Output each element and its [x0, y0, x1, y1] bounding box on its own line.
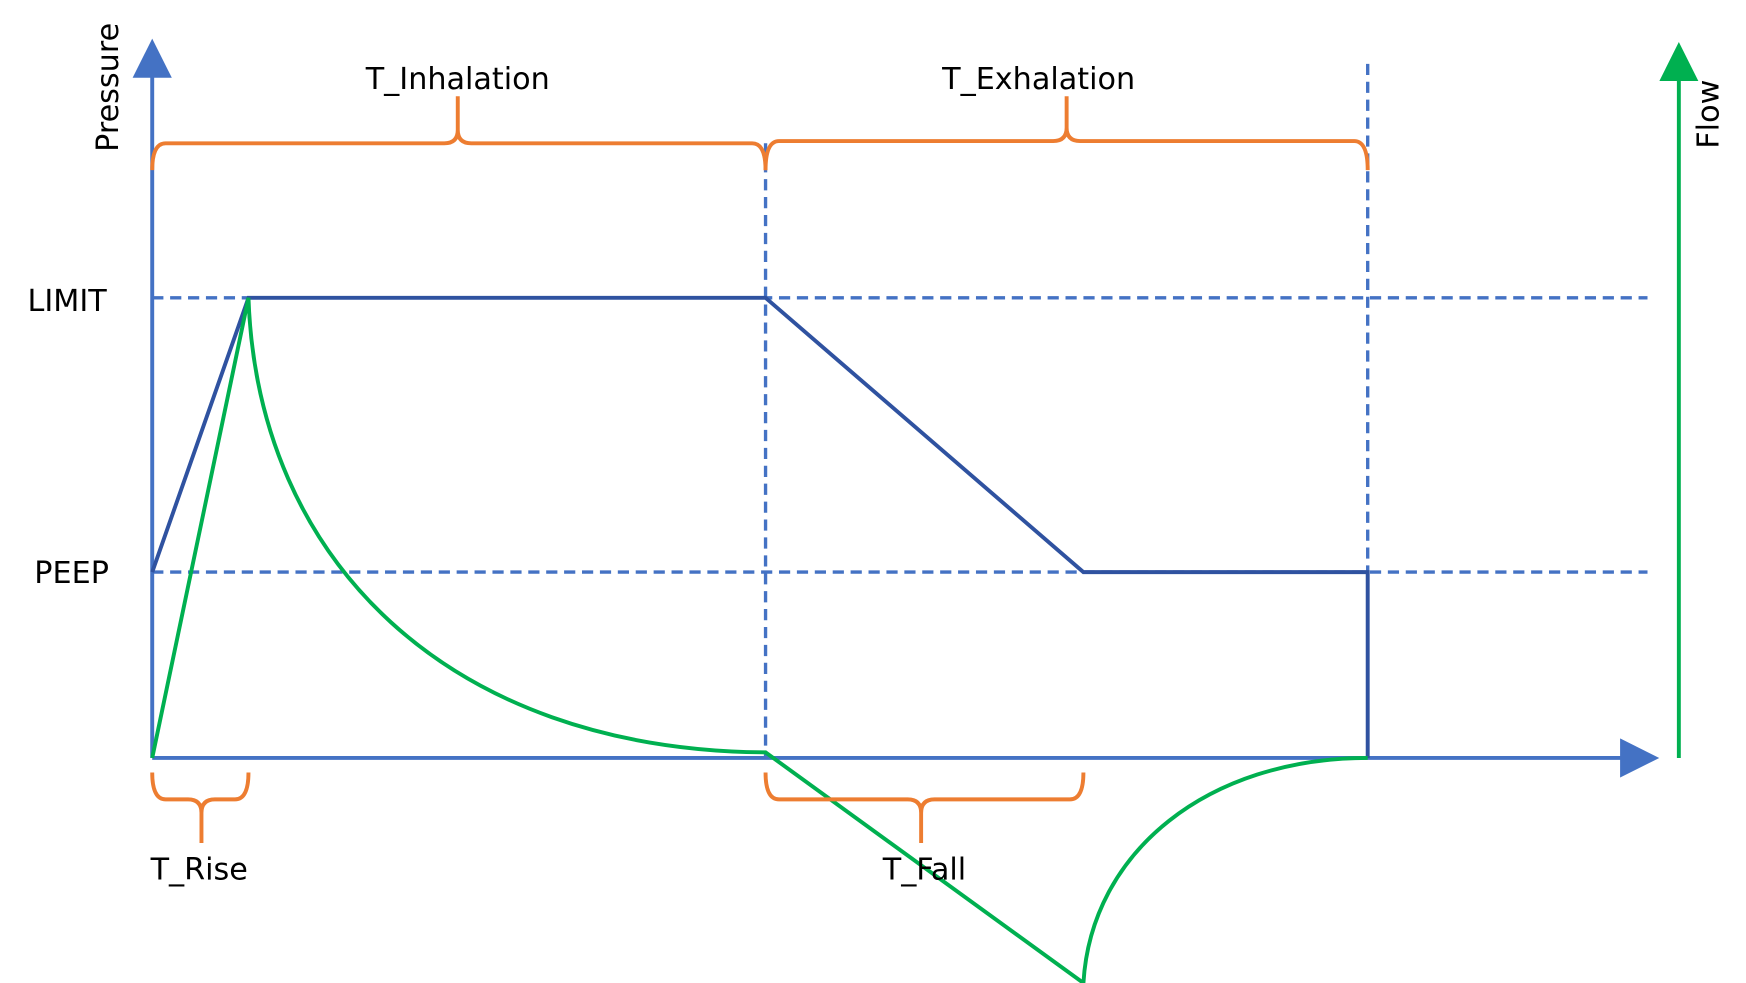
rise-brace: [150, 772, 251, 844]
exhalation-brace: [763, 96, 1370, 171]
inhalation-label: T_Inhalation: [365, 62, 550, 97]
flow-label: Flow: [1692, 80, 1727, 149]
limit-label: LIMIT: [28, 284, 108, 319]
exhalation-label: T_Exhalation: [941, 62, 1135, 97]
pressure-label: Pressure: [91, 23, 126, 152]
fall-label: T_Fall: [882, 853, 966, 888]
peep-label: PEEP: [34, 556, 109, 591]
flow-curve: [150, 297, 1368, 983]
rise-label: T_Rise: [150, 853, 248, 888]
pressure-curve: [150, 295, 1370, 758]
inhalation-brace: [150, 96, 768, 171]
fall-brace: [763, 772, 1086, 844]
